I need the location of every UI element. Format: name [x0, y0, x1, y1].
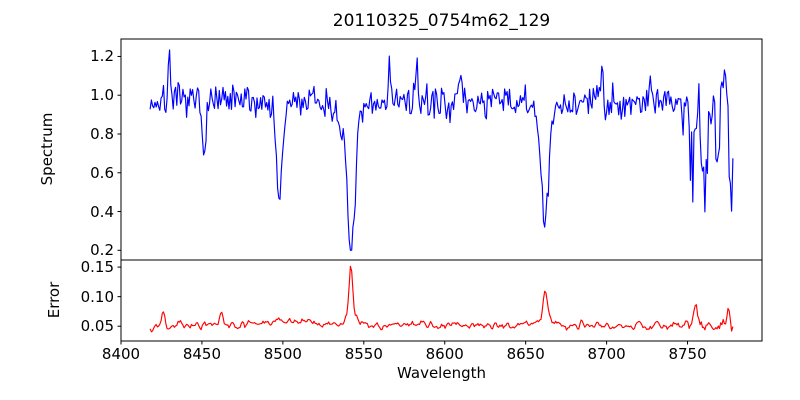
chart-title: 20110325_0754m62_129	[332, 11, 551, 31]
spectrum-y-tick-label: 1.0	[90, 86, 114, 105]
x-tick-label: 8700	[587, 345, 626, 363]
spectrum-y-tick-label: 1.2	[90, 47, 114, 66]
spectrum-plot-frame	[120, 38, 763, 261]
spectrum-y-tick-label: 0.6	[90, 163, 114, 182]
spectrum-line	[149, 49, 734, 251]
x-tick-label: 8650	[506, 345, 545, 363]
error-y-tick-label: 0.05	[80, 317, 114, 336]
x-tick-label: 8450	[182, 345, 222, 363]
error-y-tick-label: 0.10	[80, 287, 114, 306]
error-plot-frame	[120, 259, 763, 342]
x-tick-label: 8400	[101, 345, 141, 363]
spectrum-y-tick-label: 0.4	[90, 202, 114, 221]
spectrum-y-tick-label: 0.8	[90, 124, 114, 143]
x-tick-label: 8550	[344, 345, 383, 363]
x-axis-label: Wavelength	[397, 364, 486, 382]
error-y-tick-label: 0.15	[80, 258, 114, 277]
spectrum-y-tick-label: 0.2	[90, 241, 114, 260]
error-line	[149, 265, 734, 333]
x-tick-label: 8750	[668, 345, 707, 363]
x-tick-label: 8500	[263, 345, 302, 363]
x-tick-label: 8600	[425, 345, 464, 363]
